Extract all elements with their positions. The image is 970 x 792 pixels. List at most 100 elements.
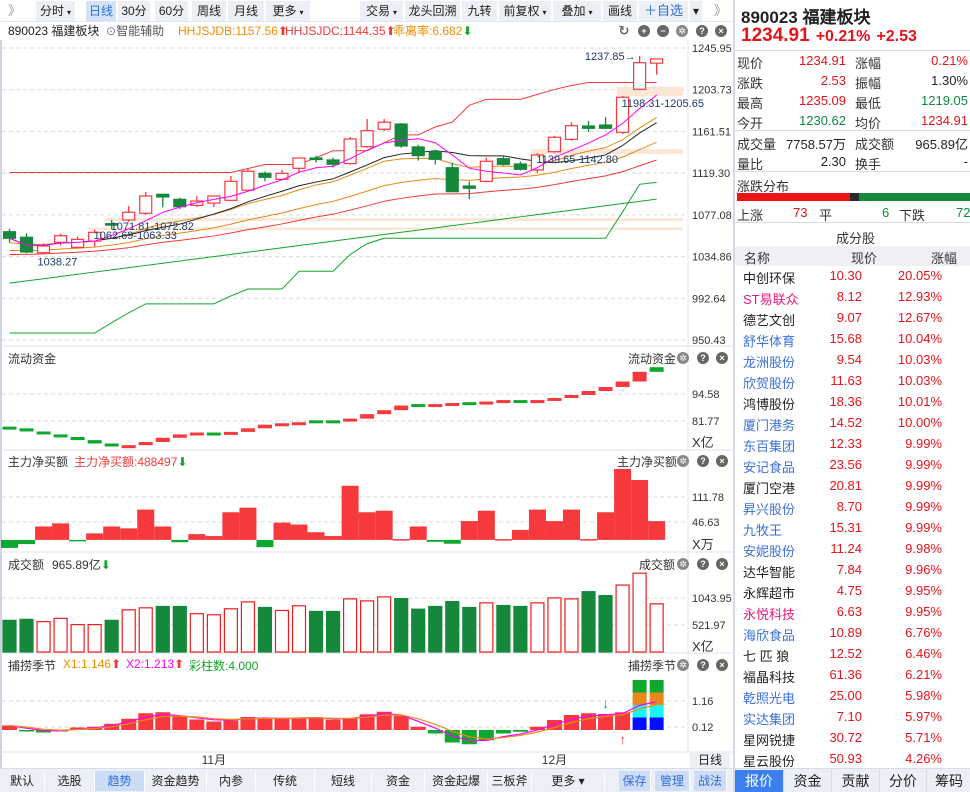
col-pct[interactable]: 涨幅: [931, 251, 958, 266]
stock-row[interactable]: 星网锐捷 30.72 5.71%: [735, 728, 970, 749]
gear-icon[interactable]: ✲: [677, 352, 689, 364]
period-button[interactable]: 日线: [690, 752, 730, 768]
period-tab-5[interactable]: 月线: [228, 1, 264, 21]
stock-row[interactable]: 七 匹 狼 12.52 6.46%: [735, 644, 970, 665]
liquidity-bar: [326, 420, 341, 424]
candle: [564, 125, 579, 140]
help-icon[interactable]: ?: [697, 558, 709, 570]
indicator-tab-1[interactable]: 选股: [45, 771, 95, 791]
quote-tab-4[interactable]: 筹码: [927, 770, 970, 792]
stock-row[interactable]: 鸿博股份 18.36 10.01%: [735, 392, 970, 413]
close-icon[interactable]: ×: [716, 558, 728, 570]
stock-row[interactable]: 中创环保 10.30 20.05%: [735, 266, 970, 287]
toolbar-button-6[interactable]: ＋自选: [639, 1, 688, 21]
indicator-tab-6[interactable]: 短线: [315, 771, 372, 791]
toolbar-button-5[interactable]: 画线: [603, 1, 637, 21]
collapse-left-icon[interactable]: 》: [8, 3, 22, 18]
col-price[interactable]: 现价: [851, 251, 878, 266]
close-icon[interactable]: ×: [715, 25, 727, 37]
stock-row[interactable]: ST易联众 8.12 12.93%: [735, 287, 970, 308]
gear-icon[interactable]: ✲: [676, 25, 688, 37]
collapse-right-icon[interactable]: 》: [714, 3, 728, 18]
indicator-tab-4[interactable]: 内参: [207, 771, 256, 791]
gear-icon[interactable]: ✲: [677, 659, 689, 671]
close-icon[interactable]: ×: [716, 455, 728, 467]
stock-row[interactable]: 舒华体育 15.68 10.04%: [735, 329, 970, 350]
save-button[interactable]: 保存: [619, 771, 651, 791]
help-icon[interactable]: ?: [697, 659, 709, 671]
flat-bar: [849, 193, 859, 201]
stock-pct: 20.05%: [897, 268, 942, 283]
stock-row[interactable]: 东百集团 12.33 9.99%: [735, 434, 970, 455]
indicator-tab-9[interactable]: 三板斧: [488, 771, 532, 791]
period-tab-2[interactable]: 30分: [118, 1, 150, 21]
stock-row[interactable]: 安妮股份 11.24 9.98%: [735, 539, 970, 560]
stock-row[interactable]: 乾照光电 25.00 5.98%: [735, 686, 970, 707]
liquidity-bar: [240, 428, 255, 432]
indicator-tab-5[interactable]: 传统: [256, 771, 315, 791]
period-tab-0[interactable]: 分时 ▾: [36, 1, 75, 21]
stock-name: 星云股份: [743, 754, 796, 769]
stock-row[interactable]: 达华智能 7.84 9.96%: [735, 560, 970, 581]
stock-row[interactable]: 厦门港务 14.52 10.00%: [735, 413, 970, 434]
stock-row[interactable]: 福晶科技 61.36 6.21%: [735, 665, 970, 686]
period-tab-3[interactable]: 60分: [155, 1, 188, 21]
indicator-tab-2[interactable]: 趋势: [95, 771, 145, 791]
indicator-tab-10[interactable]: 更多 ▾: [532, 771, 605, 791]
manage-button[interactable]: 管理: [655, 771, 690, 791]
period-tab-6[interactable]: 更多 ▾: [266, 1, 310, 21]
turnover-unit: X亿: [692, 639, 714, 654]
indicator-tab-0[interactable]: 默认: [0, 771, 45, 791]
stock-row[interactable]: 欣贺股份 11.63 10.03%: [735, 371, 970, 392]
toolbar-button-0[interactable]: 交易 ▾: [360, 1, 403, 21]
stock-row[interactable]: 星云股份 50.93 4.26%: [735, 749, 970, 770]
turnover-bar: [223, 608, 238, 653]
period-tab-4[interactable]: 周线: [192, 1, 226, 21]
strategy-button[interactable]: 战法: [694, 771, 727, 791]
toolbar-button-4[interactable]: 叠加 ▾: [553, 1, 601, 21]
stock-row[interactable]: 海欣食品 10.89 6.76%: [735, 623, 970, 644]
season-bar: [138, 713, 154, 730]
support-band: [88, 227, 683, 231]
close-icon[interactable]: ×: [716, 352, 728, 364]
quote-tab-2[interactable]: 贡献: [832, 770, 880, 792]
toolbar-button-3[interactable]: 前复权 ▾: [499, 1, 551, 21]
stock-row[interactable]: 厦门空港 20.81 9.99%: [735, 476, 970, 497]
stock-row[interactable]: 永悦科技 6.63 9.95%: [735, 602, 970, 623]
gear-icon[interactable]: ✲: [677, 455, 689, 467]
help-icon[interactable]: ?: [697, 352, 709, 364]
toolbar-button-2[interactable]: 九转: [462, 1, 497, 21]
stock-row[interactable]: 九牧王 15.31 9.99%: [735, 518, 970, 539]
turnover-bar: [155, 605, 170, 653]
quote-tab-0[interactable]: 报价: [735, 770, 784, 792]
zoom-in-icon[interactable]: +: [638, 25, 650, 37]
kline-chart[interactable]: 1245.95 1203.73 1161.51 1119.30 1077.08 1034.…: [0, 0, 733, 768]
gear-icon[interactable]: ✲: [677, 558, 689, 570]
indicator-tab-7[interactable]: 资金: [372, 771, 425, 791]
indicator-tab-3[interactable]: 资金趋势: [145, 771, 207, 791]
period-tab-1[interactable]: 日线: [86, 1, 116, 21]
help-icon[interactable]: ?: [696, 25, 708, 37]
stock-row[interactable]: 永辉超市 4.75 9.95%: [735, 581, 970, 602]
close-icon[interactable]: ×: [716, 659, 728, 671]
refresh-icon[interactable]: ↻: [618, 23, 630, 38]
stock-row[interactable]: 德艺文创 9.07 12.67%: [735, 308, 970, 329]
stock-row[interactable]: 安记食品 23.56 9.99%: [735, 455, 970, 476]
indicator-tab-8[interactable]: 资金起爆: [425, 771, 488, 791]
stock-row[interactable]: 实达集团 7.10 5.97%: [735, 707, 970, 728]
stock-row[interactable]: 昇兴股份 8.70 9.99%: [735, 497, 970, 518]
stock-row[interactable]: 龙洲股份 9.54 10.03%: [735, 350, 970, 371]
smart-assist-toggle[interactable]: ⊙智能辅助: [106, 22, 164, 40]
col-name[interactable]: 名称: [744, 251, 771, 266]
candle: [292, 157, 306, 169]
toolbar-button-1[interactable]: 龙头回溯: [405, 1, 460, 21]
quote-tab-1[interactable]: 资金: [784, 770, 832, 792]
quote-tab-3[interactable]: 分价: [880, 770, 927, 792]
help-icon[interactable]: ?: [697, 455, 709, 467]
season-bar: [36, 730, 52, 733]
turnover-bar: [121, 609, 136, 653]
quote-label: 今开: [737, 116, 764, 131]
zoom-out-icon[interactable]: −: [657, 25, 669, 37]
stock-price: 20.81: [829, 478, 862, 493]
watchlist-dropdown-button[interactable]: ▾: [690, 1, 702, 21]
